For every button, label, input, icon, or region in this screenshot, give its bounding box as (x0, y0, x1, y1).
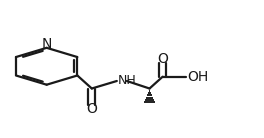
Text: O: O (157, 52, 168, 66)
Text: N: N (41, 37, 52, 51)
Text: OH: OH (188, 70, 209, 84)
Text: O: O (86, 102, 97, 116)
Text: NH: NH (118, 74, 137, 87)
